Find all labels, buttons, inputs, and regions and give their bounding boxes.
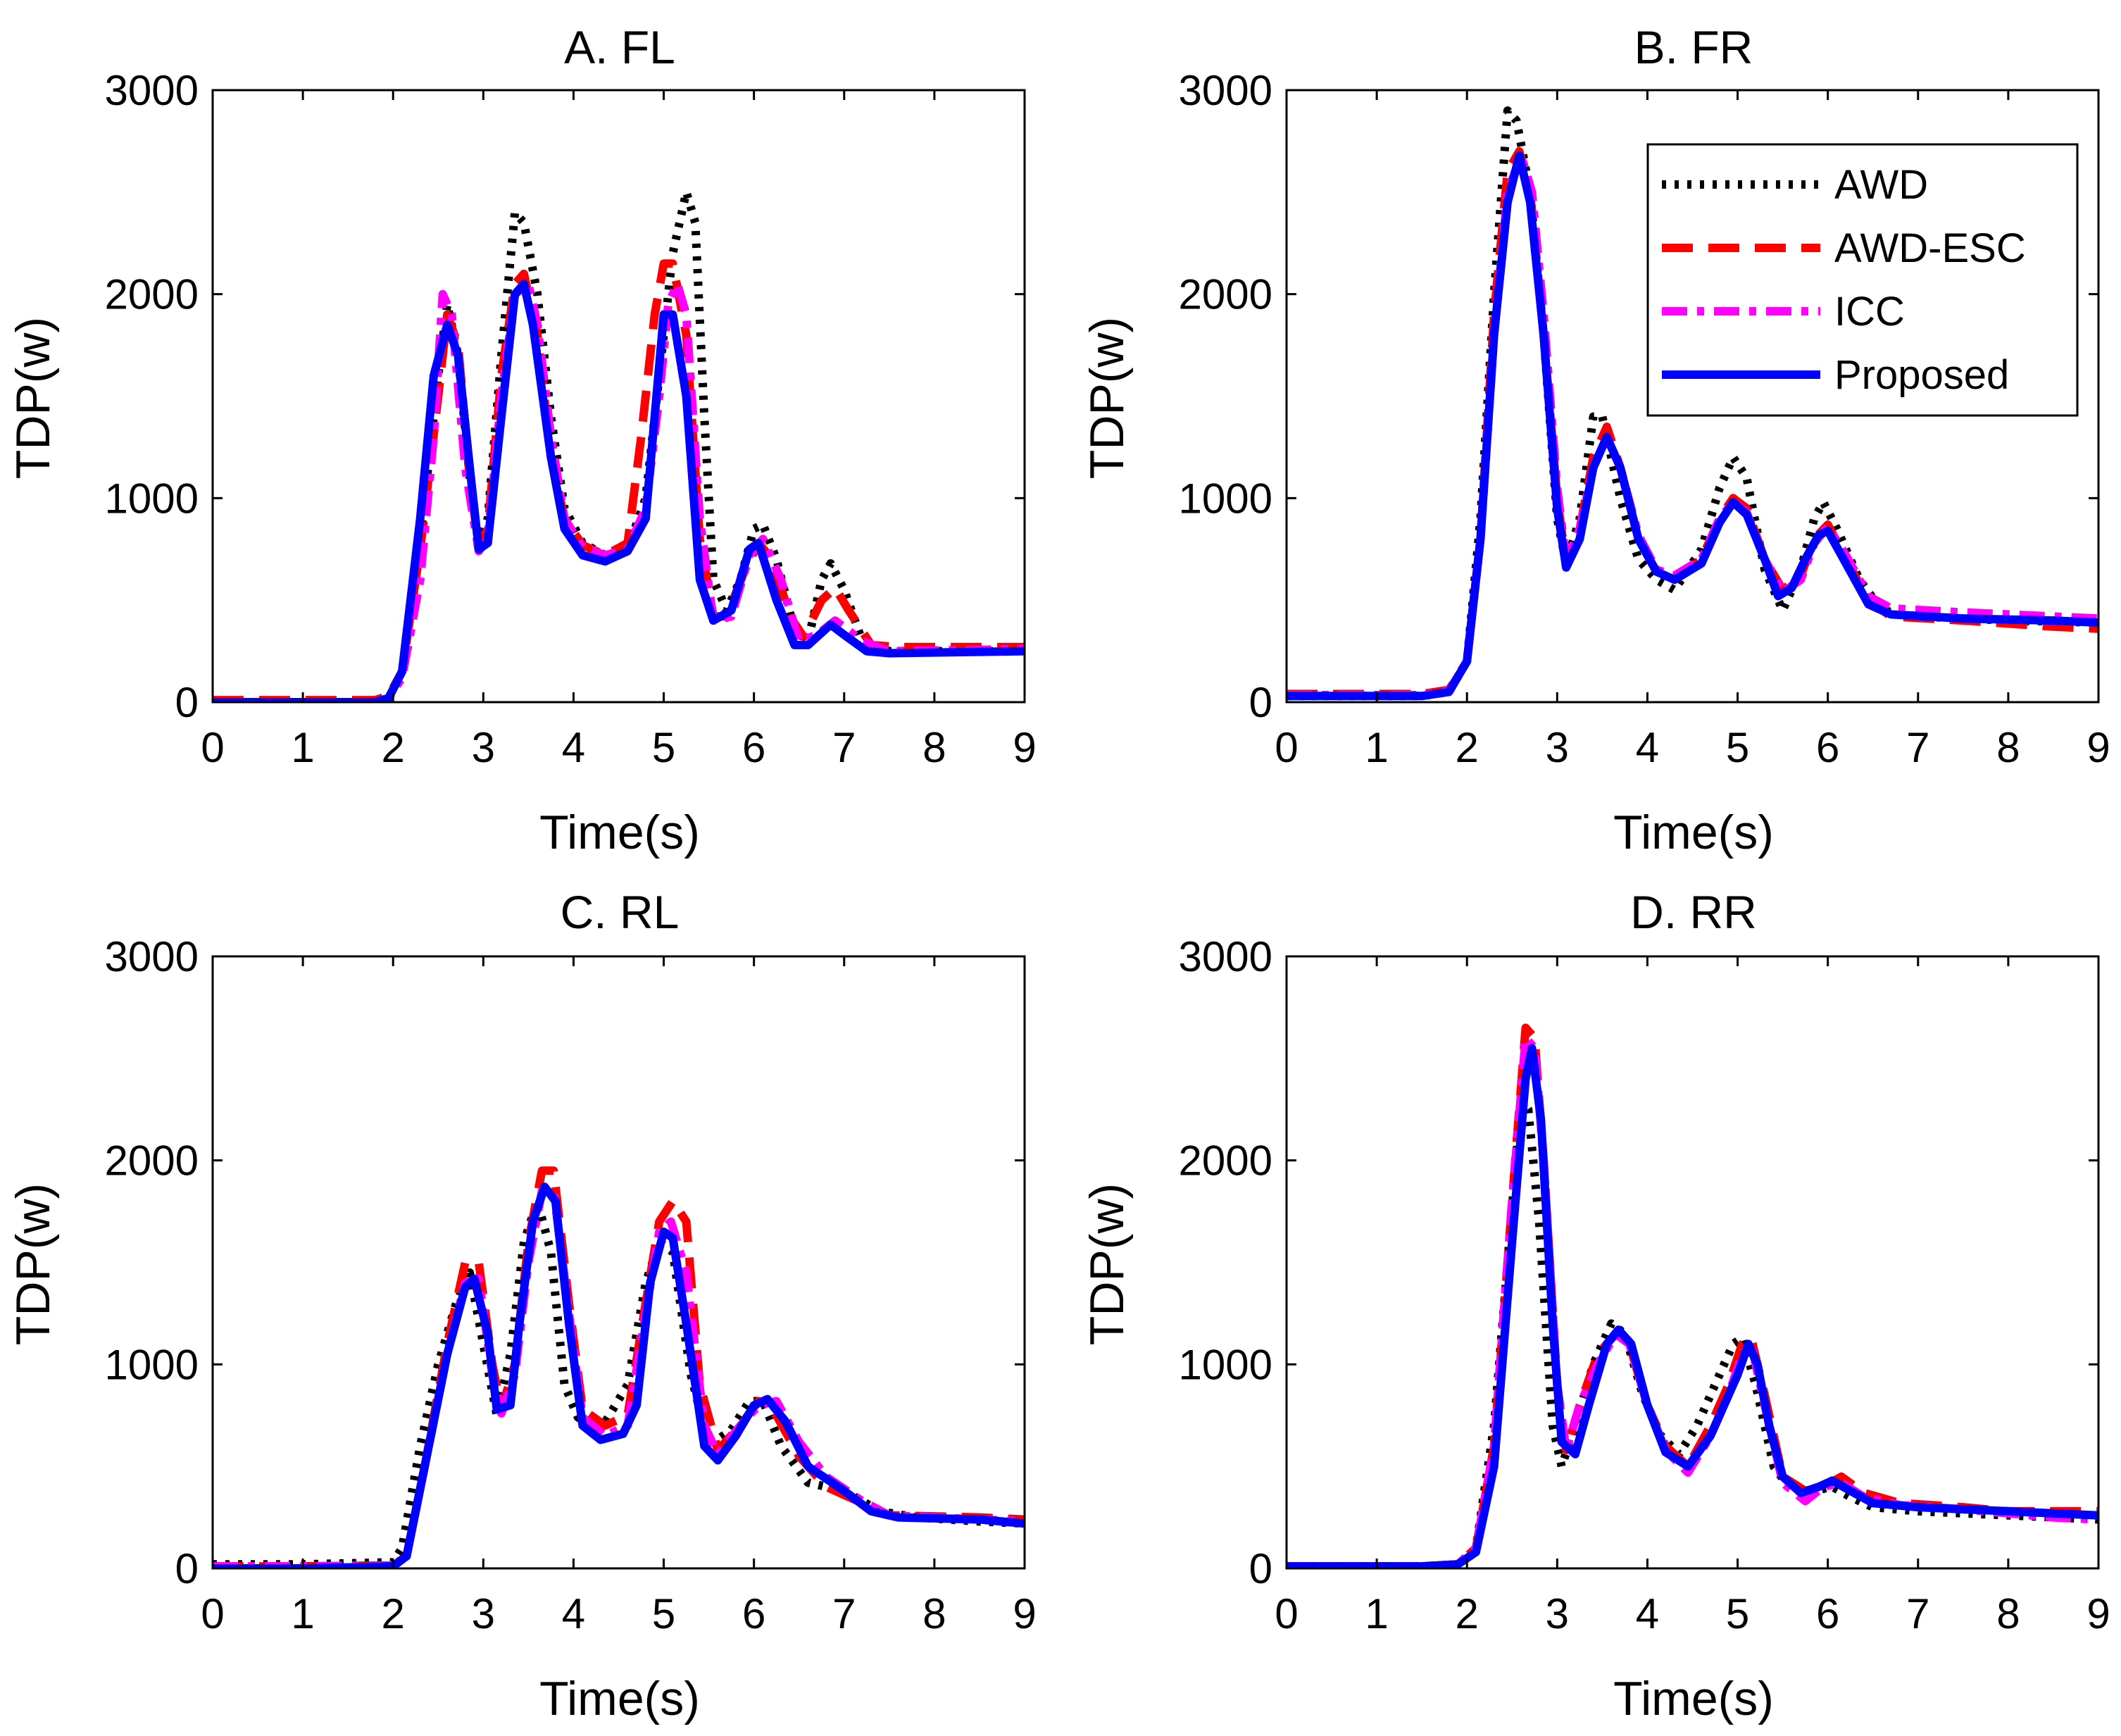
x-tick-label: 5 [1726,724,1749,771]
series-group [213,187,1025,702]
y-axis-label: TDP(w) [6,317,60,479]
series-line-awd [1287,106,2098,701]
x-tick-label: 3 [472,724,495,771]
y-tick-label: 2000 [105,271,199,318]
x-tick-label: 4 [562,1590,585,1637]
panel-title: A. FL [564,21,675,73]
y-tick-label: 0 [175,679,199,726]
x-tick-label: 2 [382,724,405,771]
x-tick-label: 2 [382,1590,405,1637]
panel-title: B. FR [1634,21,1753,73]
y-tick-label: 1000 [105,475,199,522]
axes-frame [211,955,1026,1570]
x-tick-label: 1 [291,724,314,771]
x-tick-label: 4 [1636,724,1659,771]
x-tick-label: 2 [1456,1590,1479,1637]
x-tick-label: 2 [1456,724,1479,771]
x-tick-label: 9 [1013,724,1036,771]
x-tick-label: 5 [1726,1590,1749,1637]
axes-frame [1285,955,2100,1570]
x-tick-label: 9 [1013,1590,1036,1637]
x-tick-label: 3 [1546,724,1569,771]
y-tick-label: 2000 [1179,1137,1272,1185]
x-tick-label: 3 [472,1590,495,1637]
series-line-proposed [213,280,1025,702]
x-tick-label: 6 [742,1590,765,1637]
x-tick-label: 1 [1365,1590,1388,1637]
x-tick-label: 0 [1275,1590,1298,1637]
y-axis-label: TDP(w) [1080,1183,1134,1345]
x-tick-label: 0 [201,724,224,771]
series-group [213,1166,1025,1568]
panel-a-fl: A. FL 0 1 2 3 4 5 6 7 8 9 0 1000 2000 3000 Time(s) TD… [6,21,1037,859]
axes-frame [1285,89,2100,704]
plot-area: 0 1 2 3 4 5 6 7 8 9 0 1000 2000 3000 [1179,67,2110,771]
panel-d-rr: D. RR 0 1 2 3 4 5 6 7 8 9 0 1000 2000 3000 Time(s) TD… [1080,886,2110,1725]
plot-area: 0 1 2 3 4 5 6 7 8 9 0 1000 2000 3000 [105,67,1037,771]
y-axis-label: TDP(w) [1080,317,1134,479]
panel-title: D. RR [1630,886,1757,938]
x-tick-label: 7 [1906,1590,1929,1637]
y-tick-label: 0 [175,1545,199,1592]
panel-title: C. RL [561,886,680,938]
axes-frame [211,89,1026,704]
x-tick-label: 0 [1275,724,1298,771]
y-tick-label: 1000 [105,1341,199,1388]
x-tick-label: 0 [201,1590,224,1637]
series-line-proposed [1287,151,2098,701]
plot-area: 0 1 2 3 4 5 6 7 8 9 0 1000 2000 3000 [105,933,1037,1637]
x-tick-label: 4 [562,724,585,771]
y-tick-label: 1000 [1179,1341,1272,1388]
plot-area: 0 1 2 3 4 5 6 7 8 9 0 1000 2000 3000 [1179,933,2110,1637]
x-tick-label: 1 [291,1590,314,1637]
panel-b-fr: B. FR 0 1 2 3 4 5 6 7 8 9 0 1000 2000 3000 Time(s) TD… [1080,21,2110,859]
x-tick-label: 6 [1816,1590,1839,1637]
y-tick-label: 3000 [105,933,199,980]
series-line-proposed [1287,1044,2098,1568]
y-axis-label: TDP(w) [6,1183,60,1345]
y-tick-label: 0 [1249,1545,1272,1592]
x-axis-label: Time(s) [539,806,700,859]
x-axis-label: Time(s) [1613,1672,1774,1725]
series-group [1287,106,2098,701]
x-tick-label: 6 [742,724,765,771]
legend-label-proposed: Proposed [1834,352,2009,398]
y-tick-label: 2000 [105,1137,199,1185]
x-tick-label: 9 [2086,1590,2110,1637]
x-tick-label: 8 [922,1590,946,1637]
x-tick-label: 8 [1996,1590,2020,1637]
series-line-icc [213,280,1025,702]
panel-c-rl: C. RL 0 1 2 3 4 5 6 7 8 9 0 1000 2000 3000 Time(s) TD… [6,886,1037,1725]
x-tick-label: 8 [1996,724,2020,771]
legend-label-awd: AWD [1834,162,1928,208]
x-tick-label: 5 [652,1590,675,1637]
y-tick-label: 2000 [1179,271,1272,318]
x-tick-label: 7 [1906,724,1929,771]
x-axis-label: Time(s) [539,1672,700,1725]
legend-label-awd-esc: AWD-ESC [1834,225,2026,271]
y-tick-label: 3000 [1179,67,1272,114]
y-tick-label: 1000 [1179,475,1272,522]
x-tick-label: 1 [1365,724,1388,771]
legend-box [1646,143,2079,417]
x-tick-label: 7 [832,724,856,771]
x-tick-label: 5 [652,724,675,771]
y-tick-label: 3000 [105,67,199,114]
x-tick-label: 6 [1816,724,1839,771]
x-tick-label: 4 [1636,1590,1659,1637]
series-group [1287,1023,2098,1568]
y-tick-label: 3000 [1179,933,1272,980]
legend-label-icc: ICC [1834,289,1905,335]
series-line-proposed [213,1182,1025,1568]
legend: AWD AWD-ESC ICC Proposed [1646,143,2079,417]
x-tick-label: 8 [922,724,946,771]
x-tick-label: 9 [2086,724,2110,771]
x-tick-label: 7 [832,1590,856,1637]
y-tick-label: 0 [1249,679,1272,726]
x-axis-label: Time(s) [1613,806,1774,859]
x-tick-label: 3 [1546,1590,1569,1637]
